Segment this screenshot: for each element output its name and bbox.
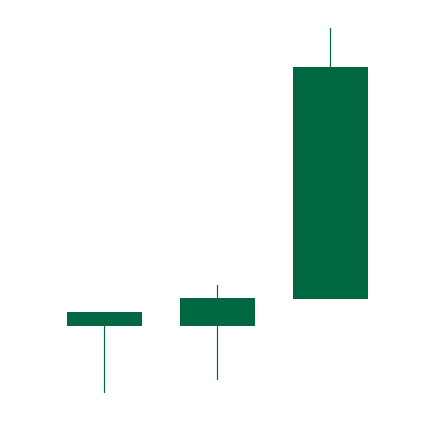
candle-body <box>293 67 368 299</box>
candle-body <box>180 298 255 326</box>
candle-body <box>67 312 142 326</box>
